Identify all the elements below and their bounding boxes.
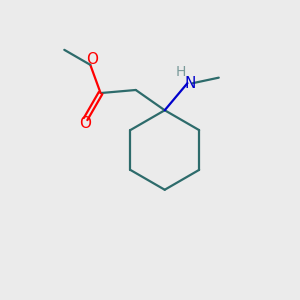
Text: N: N	[184, 76, 196, 91]
Text: H: H	[176, 65, 186, 79]
Text: O: O	[86, 52, 98, 67]
Text: O: O	[80, 116, 92, 131]
